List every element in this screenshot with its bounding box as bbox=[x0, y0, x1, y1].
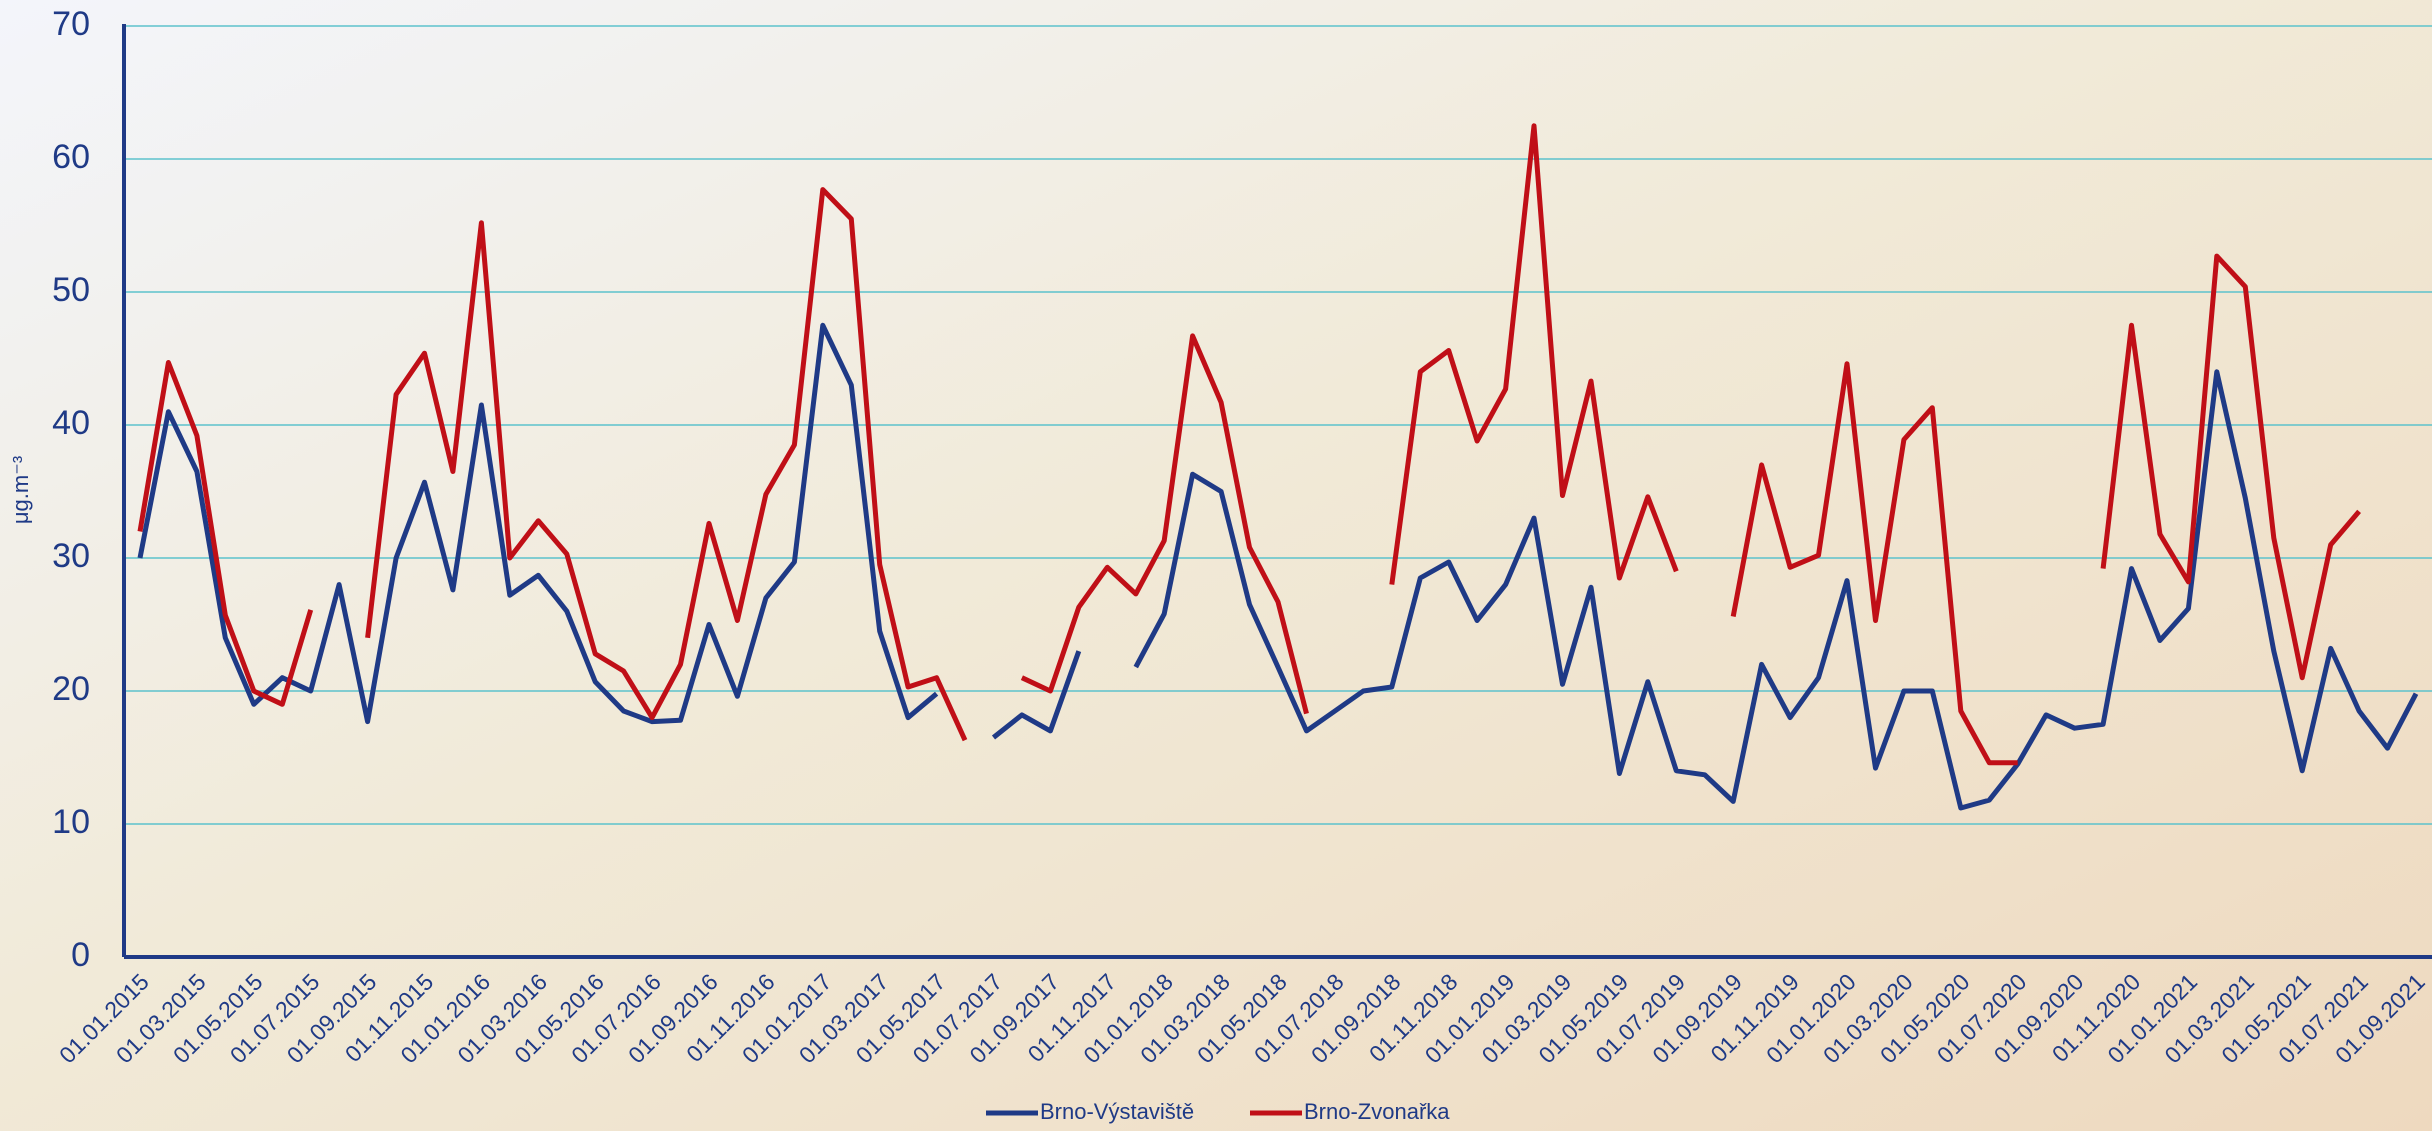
y-tick-label: 60 bbox=[52, 138, 90, 176]
y-tick-label: 20 bbox=[52, 670, 90, 708]
y-tick-label: 0 bbox=[71, 936, 90, 974]
y-axis-label: μg.m⁻³ bbox=[8, 456, 33, 524]
chart: μg.m⁻³ 01020304050607001.01.201501.03.20… bbox=[0, 0, 2432, 1131]
y-tick-label: 30 bbox=[52, 537, 90, 575]
y-tick-label: 10 bbox=[52, 803, 90, 841]
legend-label: Brno-Zvonařka bbox=[1304, 1099, 1450, 1124]
y-tick-label: 50 bbox=[52, 271, 90, 309]
y-tick-label: 70 bbox=[52, 5, 90, 43]
background bbox=[0, 0, 2432, 1131]
legend-label: Brno-Výstaviště bbox=[1040, 1099, 1194, 1124]
page: μg.m⁻³ 01020304050607001.01.201501.03.20… bbox=[0, 0, 2432, 1131]
y-tick-label: 40 bbox=[52, 404, 90, 442]
